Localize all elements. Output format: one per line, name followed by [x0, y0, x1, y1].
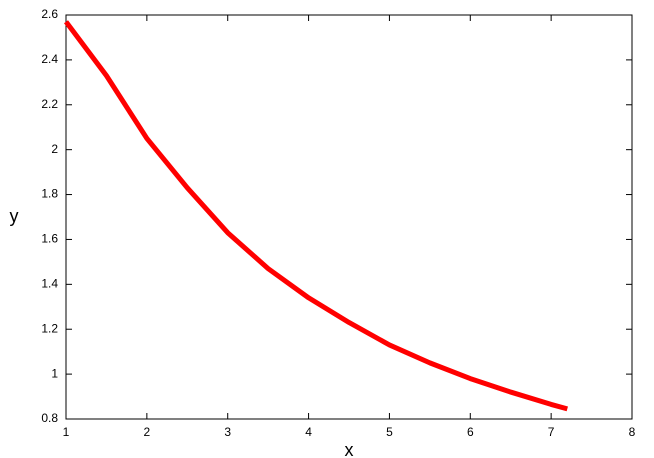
x-axis-label: x	[345, 440, 354, 458]
x-tick-label: 3	[224, 425, 231, 439]
y-tick-label: 1.2	[41, 321, 58, 335]
y-tick-label: 2	[51, 142, 58, 156]
x-tick-label: 2	[144, 425, 151, 439]
y-tick-label: 2.6	[41, 7, 58, 21]
y-axis-label: y	[10, 206, 19, 226]
x-tick-label: 4	[305, 425, 312, 439]
y-tick-label: 2.2	[41, 97, 58, 111]
x-tick-label: 5	[386, 425, 393, 439]
y-tick-label: 0.8	[41, 411, 58, 425]
y-tick-label: 2.4	[41, 52, 58, 66]
plot-frame	[65, 14, 633, 420]
y-tick-label: 1.8	[41, 187, 58, 201]
y-tick-label: 1.6	[41, 232, 58, 246]
data-line	[64, 20, 568, 412]
y-tick-label: 1.4	[41, 277, 58, 291]
x-tick-label: 8	[629, 425, 636, 439]
x-tick-label: 6	[467, 425, 474, 439]
y-tick-label: 1	[51, 366, 58, 380]
x-tick-label: 7	[548, 425, 555, 439]
x-tick-label: 1	[63, 425, 70, 439]
